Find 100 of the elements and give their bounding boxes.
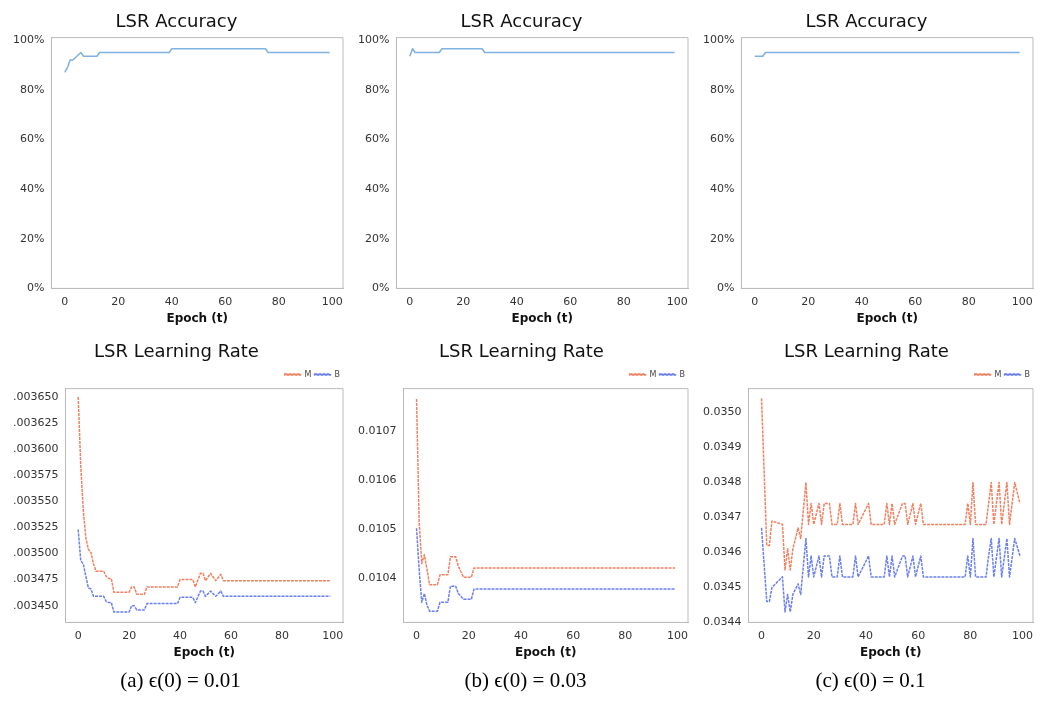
x-axis-title: Epoch (t) bbox=[514, 644, 577, 659]
y-tick-label: 0.0345 bbox=[702, 580, 742, 594]
y-tick-label: 0.0344 bbox=[702, 615, 742, 629]
legend-label: M bbox=[304, 369, 312, 379]
x-tick-label: 0 bbox=[758, 628, 766, 642]
y-tick-label: 0.0106 bbox=[357, 473, 397, 487]
y-tick-label: 0% bbox=[716, 281, 735, 295]
x-tick-label: 20 bbox=[456, 294, 471, 308]
x-tick-label: 100 bbox=[321, 294, 343, 308]
chart-title: LSR Accuracy bbox=[115, 10, 238, 32]
x-tick-label: 40 bbox=[173, 628, 188, 642]
x-tick-label: 40 bbox=[854, 294, 869, 308]
x-tick-label: 80 bbox=[618, 628, 633, 642]
y-tick-label: 0.0346 bbox=[702, 545, 742, 559]
chart-title: LSR Accuracy bbox=[805, 10, 928, 32]
y-tick-label: 100% bbox=[702, 32, 735, 46]
x-tick-label: 60 bbox=[563, 294, 578, 308]
x-tick-label: 0 bbox=[413, 628, 421, 642]
y-tick-label: 60% bbox=[709, 132, 735, 146]
x-tick-label: 40 bbox=[513, 628, 528, 642]
y-tick-label: 100% bbox=[12, 32, 45, 46]
x-tick-label: 40 bbox=[509, 294, 524, 308]
x-tick-label: 0 bbox=[61, 294, 69, 308]
y-tick-label: .003450 bbox=[12, 598, 59, 612]
chart-title: LSR Learning Rate bbox=[439, 340, 604, 362]
legend-label: B bbox=[334, 369, 341, 379]
y-tick-label: 20% bbox=[709, 231, 735, 245]
x-tick-label: 20 bbox=[111, 294, 126, 308]
y-tick-label: 0.0348 bbox=[702, 475, 742, 489]
text: (b) ϵ(0) = 0.03 bbox=[464, 668, 587, 693]
y-tick-label: .003600 bbox=[12, 442, 59, 455]
text: (c) ϵ(0) = 0.1 bbox=[815, 668, 926, 693]
x-tick-label: 20 bbox=[801, 294, 816, 308]
line-series bbox=[760, 397, 1021, 571]
x-tick-label: 0 bbox=[74, 628, 82, 642]
y-tick-label: 0% bbox=[371, 281, 390, 295]
y-tick-label: .003475 bbox=[12, 572, 59, 586]
x-tick-label: 60 bbox=[566, 628, 581, 642]
y-tick-label: 0.0105 bbox=[357, 522, 397, 536]
y-tick-label: .003550 bbox=[12, 494, 59, 508]
y-tick-label: 60% bbox=[364, 132, 390, 146]
y-tick-label: 40% bbox=[19, 181, 45, 195]
legend-label: M bbox=[649, 369, 657, 379]
chart-title: LSR Learning Rate bbox=[784, 340, 949, 362]
legend-label: B bbox=[679, 369, 686, 379]
y-tick-label: 40% bbox=[709, 181, 735, 195]
y-tick-label: .003575 bbox=[12, 468, 59, 482]
x-tick-label: 80 bbox=[274, 628, 289, 642]
legend-label: M bbox=[994, 369, 1002, 379]
y-tick-label: 20% bbox=[364, 231, 390, 245]
x-axis-title: Epoch (t) bbox=[173, 644, 236, 659]
line-series bbox=[77, 396, 332, 595]
y-tick-label: .003525 bbox=[12, 520, 59, 534]
x-tick-label: 80 bbox=[963, 628, 978, 642]
y-tick-label: 0.0350 bbox=[702, 405, 742, 419]
x-tick-label: 60 bbox=[218, 294, 233, 308]
x-tick-label: 60 bbox=[911, 628, 926, 642]
x-tick-label: 100 bbox=[667, 628, 689, 642]
y-tick-label: 60% bbox=[19, 132, 45, 146]
chart-title: LSR Learning Rate bbox=[94, 340, 259, 362]
y-tick-label: 0.0104 bbox=[357, 571, 397, 585]
chart-title: LSR Accuracy bbox=[460, 10, 583, 32]
y-tick-label: .003650 bbox=[12, 389, 59, 403]
y-tick-label: 40% bbox=[364, 181, 390, 195]
x-tick-label: 80 bbox=[961, 294, 976, 308]
y-tick-label: 0% bbox=[26, 281, 45, 295]
y-tick-label: .003500 bbox=[12, 546, 59, 560]
x-tick-label: 40 bbox=[164, 294, 179, 308]
x-tick-label: 20 bbox=[461, 628, 476, 642]
y-tick-label: 0.0107 bbox=[357, 424, 397, 438]
y-tick-label: 80% bbox=[709, 82, 735, 96]
x-tick-label: 0 bbox=[406, 294, 414, 308]
x-axis-title: Epoch (t) bbox=[859, 644, 922, 659]
x-tick-label: 100 bbox=[666, 294, 688, 308]
text: (a) ϵ(0) = 0.01 bbox=[120, 668, 241, 693]
x-tick-label: 60 bbox=[223, 628, 238, 642]
y-tick-label: .003625 bbox=[12, 415, 59, 429]
y-tick-label: 80% bbox=[19, 82, 45, 96]
x-tick-label: 20 bbox=[806, 628, 821, 642]
x-axis-title: Epoch (t) bbox=[511, 310, 574, 325]
x-tick-label: 20 bbox=[122, 628, 137, 642]
x-axis-title: Epoch (t) bbox=[856, 310, 919, 325]
y-tick-label: 80% bbox=[364, 82, 390, 96]
x-tick-label: 0 bbox=[751, 294, 759, 308]
x-tick-label: 40 bbox=[858, 628, 873, 642]
x-tick-label: 60 bbox=[908, 294, 923, 308]
line-series bbox=[415, 527, 676, 612]
y-tick-label: 0.0347 bbox=[702, 510, 742, 524]
x-axis-title: Epoch (t) bbox=[166, 310, 229, 325]
legend-label: B bbox=[1024, 369, 1031, 379]
x-tick-label: 80 bbox=[271, 294, 286, 308]
x-tick-label: 80 bbox=[616, 294, 631, 308]
x-tick-label: 100 bbox=[322, 628, 344, 642]
line-series bbox=[415, 398, 676, 586]
line-series bbox=[77, 528, 332, 613]
y-tick-label: 100% bbox=[357, 32, 390, 46]
x-tick-label: 100 bbox=[1011, 294, 1033, 308]
y-tick-label: 0.0349 bbox=[702, 440, 742, 454]
x-tick-label: 100 bbox=[1012, 628, 1034, 642]
line-series bbox=[760, 527, 1021, 613]
